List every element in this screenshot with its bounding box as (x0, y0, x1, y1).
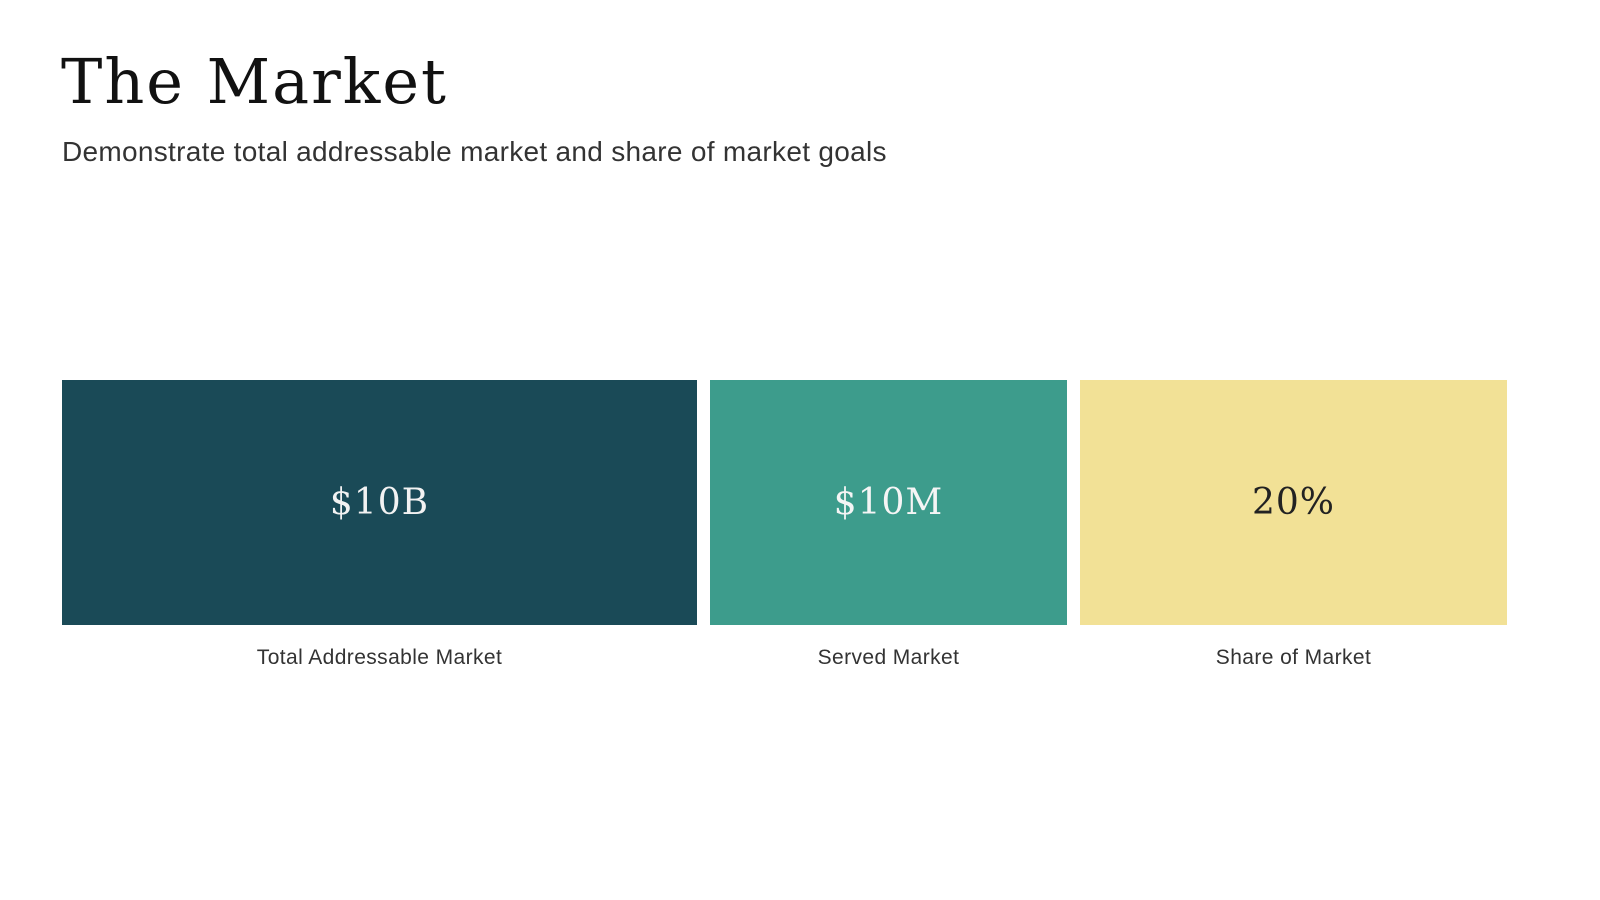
share-of-market-block: 20% (1080, 380, 1507, 625)
slide-title: The Market (61, 45, 448, 118)
share-of-market-label: Share of Market (1215, 646, 1372, 669)
served-market-label: Served Market (817, 646, 960, 669)
share-of-market-value: 20% (1251, 482, 1335, 523)
tam-label: Total Addressable Market (256, 646, 503, 669)
tam-block: $10B (62, 380, 697, 625)
slide-subtitle: Demonstrate total addressable market and… (62, 136, 887, 167)
served-market-value: $10M (833, 482, 944, 523)
served-market-block: $10M (710, 380, 1067, 625)
tam-value: $10B (329, 482, 430, 523)
